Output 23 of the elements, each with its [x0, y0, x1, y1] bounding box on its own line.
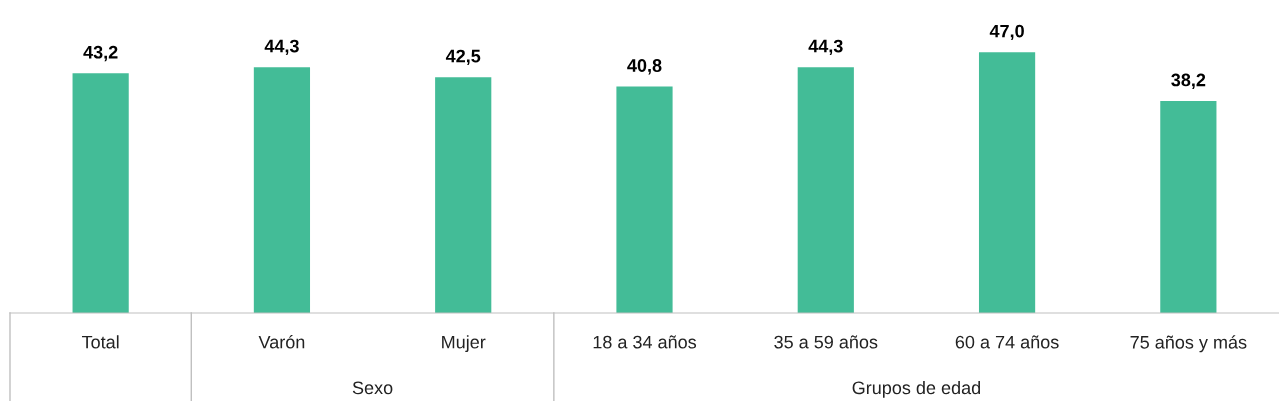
text: Sexo — [352, 381, 393, 395]
data-label: 44,3 — [264, 39, 299, 56]
data-label: 42,5 — [445, 49, 481, 66]
x-tick-label: 75 años y más — [1130, 335, 1247, 353]
x-tick-label: 18 a 34 años — [593, 335, 697, 349]
bar — [253, 67, 311, 313]
x-tick-label: 60 a 74 años — [955, 335, 1059, 349]
bar — [978, 52, 1036, 313]
data-label: 44,3 — [808, 39, 843, 56]
x-tick-label: Mujer — [442, 335, 486, 353]
bar — [435, 77, 492, 313]
text: Grupos de edad — [852, 380, 981, 398]
data-label: 47,0 — [989, 24, 1024, 41]
bar — [72, 73, 129, 313]
x-tick-label: Total — [81, 335, 119, 349]
data-label: 38,2 — [1171, 73, 1206, 89]
x-tick-label: Varón — [258, 335, 305, 349]
bar — [1160, 101, 1217, 313]
bar — [797, 67, 854, 313]
x-tick-label: 35 a 59 años — [774, 335, 878, 349]
bar — [616, 86, 673, 313]
data-label: 40,8 — [627, 59, 662, 75]
data-label: 43,2 — [83, 45, 118, 62]
